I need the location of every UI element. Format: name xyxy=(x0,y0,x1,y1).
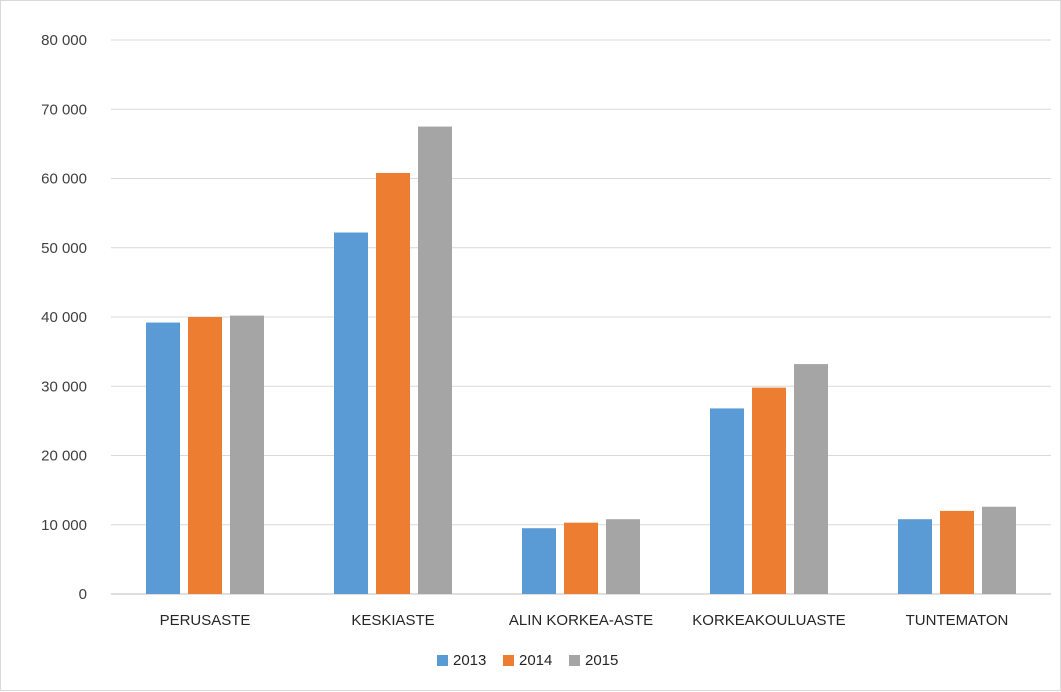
y-tick-label: 30 000 xyxy=(41,378,87,395)
y-tick-label: 50 000 xyxy=(41,240,87,257)
y-axis-tick-labels: 0 10 000 20 000 30 000 40 000 50 000 60 000 70 … xyxy=(41,32,87,603)
y-tick-label: 0 xyxy=(79,586,87,603)
legend-swatch-2014 xyxy=(503,655,514,666)
bar-2014-keskiaste xyxy=(376,172,410,594)
bar-2013-alin-korkea-aste xyxy=(522,528,556,594)
legend-swatch-2015 xyxy=(569,655,580,666)
bar-2013-korkeakouluaste xyxy=(710,408,744,594)
y-tick-label: 70 000 xyxy=(41,101,87,118)
bar-2014-korkeakouluaste xyxy=(752,387,786,594)
legend-swatch-2013 xyxy=(437,655,448,666)
x-category-label: KORKEAKOULUASTE xyxy=(692,612,845,629)
x-axis-category-labels: PERUSASTE KESKIASTE ALIN KORKEA-ASTE KORKEA… xyxy=(160,612,1009,629)
bar-2015-perusaste xyxy=(230,315,264,594)
bar-2013-keskiaste xyxy=(334,232,368,594)
y-tick-label: 20 000 xyxy=(41,448,87,465)
legend-label: 2013 xyxy=(453,652,486,669)
y-tick-label: 60 000 xyxy=(41,171,87,188)
bar-2015-alin-korkea-aste xyxy=(606,519,640,594)
bars xyxy=(146,126,1016,594)
x-category-label: KESKIASTE xyxy=(351,612,434,629)
x-category-label: ALIN KORKEA-ASTE xyxy=(509,612,653,629)
bar-2013-perusaste xyxy=(146,322,180,594)
y-tick-label: 80 000 xyxy=(41,32,87,49)
legend: 2013 2014 2015 xyxy=(437,652,618,669)
y-tick-label: 40 000 xyxy=(41,309,87,326)
bar-2015-korkeakouluaste xyxy=(794,364,828,594)
bar-2013-tuntematon xyxy=(898,519,932,594)
x-category-label: PERUSASTE xyxy=(160,612,251,629)
bar-2014-alin-korkea-aste xyxy=(564,522,598,594)
gridlines xyxy=(111,39,1051,595)
legend-label: 2014 xyxy=(519,652,552,669)
bar-2014-tuntematon xyxy=(940,510,974,594)
legend-label: 2015 xyxy=(585,652,618,669)
bar-2015-keskiaste xyxy=(418,126,452,594)
y-tick-label: 10 000 xyxy=(41,517,87,534)
bar-2014-perusaste xyxy=(188,317,222,594)
bar-2015-tuntematon xyxy=(982,506,1016,594)
x-category-label: TUNTEMATON xyxy=(906,612,1009,629)
